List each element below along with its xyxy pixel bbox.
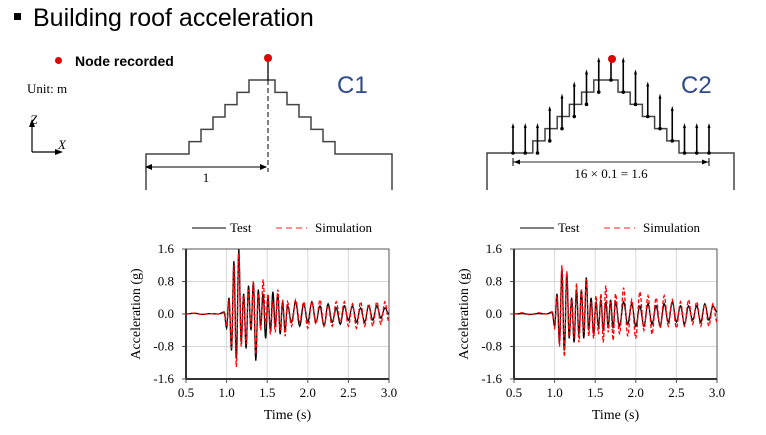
y-tick-label: -1.6 — [153, 371, 174, 386]
legend-label-simulation: Simulation — [315, 220, 373, 235]
c2-dim-arrow-left-icon — [514, 159, 520, 165]
y-tick-label: -0.8 — [481, 339, 502, 354]
x-tick-label: 0.5 — [506, 385, 522, 400]
c2-column-base — [572, 114, 577, 119]
z-arrowhead-icon — [29, 119, 35, 127]
c2-column-arrow-icon — [695, 123, 699, 128]
series-line-simulation — [185, 253, 390, 367]
c2-column-base — [707, 151, 711, 155]
c2-column-base — [511, 151, 515, 155]
c2-column-base — [645, 114, 650, 119]
x-axis-title: Time (s) — [592, 408, 640, 423]
c1-dim-arrow-left-icon — [145, 164, 152, 170]
c1-acceleration-chart: 0.5 1.0 1.5 2.0 2.5 3.0 1.6 0.8 0.0 -0.8 -1.6 Test S… — [129, 220, 397, 423]
axis-indicator: Z X — [29, 112, 67, 155]
legend-label-test: Test — [558, 220, 580, 235]
c1-dimension-label: 1 — [203, 170, 210, 185]
x-axis-title: Time (s) — [264, 408, 312, 423]
x-tick-label: 1.0 — [546, 385, 562, 400]
c2-column-base — [609, 78, 613, 82]
bullet-icon — [14, 12, 21, 20]
c2-column-base — [694, 151, 699, 155]
c2-column-base — [658, 126, 662, 131]
c2-column-arrow-icon — [585, 69, 588, 75]
x-tick-label: 3.0 — [381, 385, 397, 400]
c2-column-arrow-icon — [621, 57, 625, 63]
y-tick-label: 0.8 — [486, 274, 502, 289]
c2-column-arrow-icon — [572, 81, 576, 87]
c2-column-arrow-icon — [646, 81, 650, 87]
c2-column-base — [596, 90, 601, 94]
c2-diagram: 16 × 0.1 = 1.6 — [486, 55, 735, 190]
c2-acceleration-chart: 0.5 1.0 1.5 2.0 2.5 3.0 1.6 0.8 0.0 -0.8 -1.6 Test S… — [457, 220, 725, 423]
c2-column-arrow-icon — [707, 123, 711, 128]
x-tick-label: 3.0 — [709, 385, 725, 400]
y-tick-label: -0.8 — [153, 339, 174, 354]
x-tick-label: 2.5 — [340, 385, 356, 400]
c1-label: C1 — [337, 72, 368, 99]
series-line-simulation — [513, 265, 718, 357]
x-arrowhead-icon — [55, 149, 63, 155]
c2-recorded-node — [608, 55, 616, 63]
c2-column-base — [584, 102, 589, 107]
x-tick-label: 1.5 — [259, 385, 275, 400]
c2-column-base — [633, 102, 638, 107]
c2-column-arrow-icon — [523, 123, 527, 128]
c1-diagram: 1 — [145, 54, 393, 190]
y-tick-label: 0.0 — [158, 306, 174, 321]
c2-recorded-columns — [511, 57, 711, 155]
legend-label-simulation: Simulation — [643, 220, 701, 235]
c2-dimension-label: 16 × 0.1 = 1.6 — [574, 166, 648, 181]
x-tick-label: 2.0 — [300, 385, 316, 400]
x-tick-label: 2.5 — [668, 385, 684, 400]
c2-column-arrow-icon — [511, 123, 515, 128]
c2-column-base — [682, 151, 687, 155]
y-axis-title: Acceleration (g) — [457, 268, 472, 360]
z-axis-label: Z — [30, 112, 38, 127]
y-tick-label: 0.8 — [158, 274, 174, 289]
x-axis-label: X — [57, 137, 67, 152]
node-recorded-legend: Node recorded — [55, 53, 174, 69]
red-node-icon — [55, 56, 62, 64]
c2-label: C2 — [681, 72, 712, 99]
y-tick-label: -1.6 — [481, 371, 502, 386]
c1-dim-arrow-right-icon — [260, 164, 267, 170]
c2-column-base — [560, 126, 564, 131]
legend-label-test: Test — [230, 220, 252, 235]
slide-title: Building roof acceleration — [14, 4, 314, 33]
node-recorded-label: Node recorded — [75, 53, 174, 69]
chart-legend: Test Simulation — [520, 220, 701, 235]
x-tick-label: 1.5 — [587, 385, 603, 400]
c2-column-base — [547, 139, 552, 143]
c2-dim-arrow-right-icon — [702, 159, 708, 165]
c2-column-arrow-icon — [560, 93, 564, 99]
slide-title-text: Building roof acceleration — [33, 4, 314, 32]
y-tick-label: 0.0 — [486, 306, 502, 321]
c2-column-arrow-icon — [683, 123, 686, 128]
y-axis-title: Acceleration (g) — [129, 268, 144, 360]
x-tick-label: 0.5 — [178, 385, 194, 400]
c2-column-base — [670, 139, 675, 143]
y-tick-label: 1.6 — [486, 241, 503, 256]
c2-column-arrow-icon — [670, 105, 674, 111]
c2-column-base — [523, 151, 528, 155]
c1-recorded-node — [264, 54, 272, 62]
y-tick-label: 1.6 — [158, 241, 175, 256]
c2-column-arrow-icon — [548, 105, 552, 111]
c2-column-base — [621, 90, 626, 94]
x-tick-label: 1.0 — [218, 385, 234, 400]
c2-column-arrow-icon — [634, 69, 637, 75]
c2-column-base — [535, 151, 540, 155]
c2-column-arrow-icon — [597, 57, 601, 63]
x-tick-label: 2.0 — [628, 385, 644, 400]
unit-label: Unit: m — [27, 81, 68, 96]
chart-legend: Test Simulation — [192, 220, 373, 235]
c2-column-arrow-icon — [658, 93, 662, 99]
c2-column-arrow-icon — [536, 123, 539, 128]
